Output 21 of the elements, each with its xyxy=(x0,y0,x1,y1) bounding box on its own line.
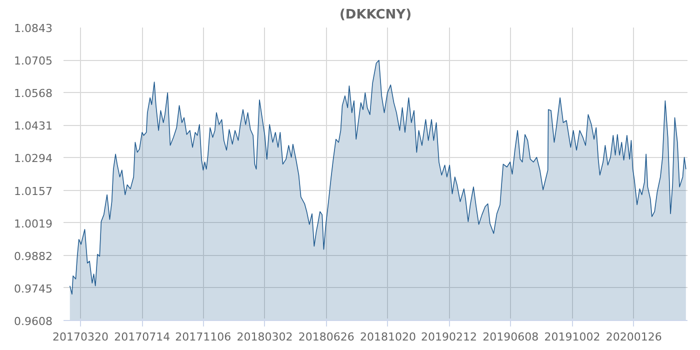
x-tick-label: 20190212 xyxy=(421,330,478,344)
x-tick-label: 20180302 xyxy=(236,330,293,344)
y-tick-label: 1.0843 xyxy=(14,22,53,35)
x-tick-label: 20170714 xyxy=(114,330,170,344)
chart-title: (DKKCNY) xyxy=(339,8,412,22)
y-tick-label: 1.0568 xyxy=(14,87,53,100)
x-tick-label: 20190608 xyxy=(482,330,539,344)
x-tick-label: 20181020 xyxy=(360,330,416,344)
y-tick-label: 0.9608 xyxy=(14,315,53,328)
y-tick-label: 1.0431 xyxy=(14,120,53,133)
y-tick-label: 1.0157 xyxy=(14,184,53,198)
y-tick-label: 1.0294 xyxy=(14,152,53,166)
y-tick-label: 0.9745 xyxy=(14,282,53,296)
x-tick-label: 20171106 xyxy=(175,330,232,344)
x-tick-label: 20170320 xyxy=(52,330,108,344)
y-tick-label: 0.9882 xyxy=(14,250,53,263)
x-tick-label: 20200126 xyxy=(606,330,662,344)
y-tick-label: 1.0019 xyxy=(14,217,53,230)
x-tick-label: 20191002 xyxy=(544,330,600,344)
x-tick-label: 20180626 xyxy=(298,330,354,344)
y-tick-label: 1.0705 xyxy=(14,54,53,68)
